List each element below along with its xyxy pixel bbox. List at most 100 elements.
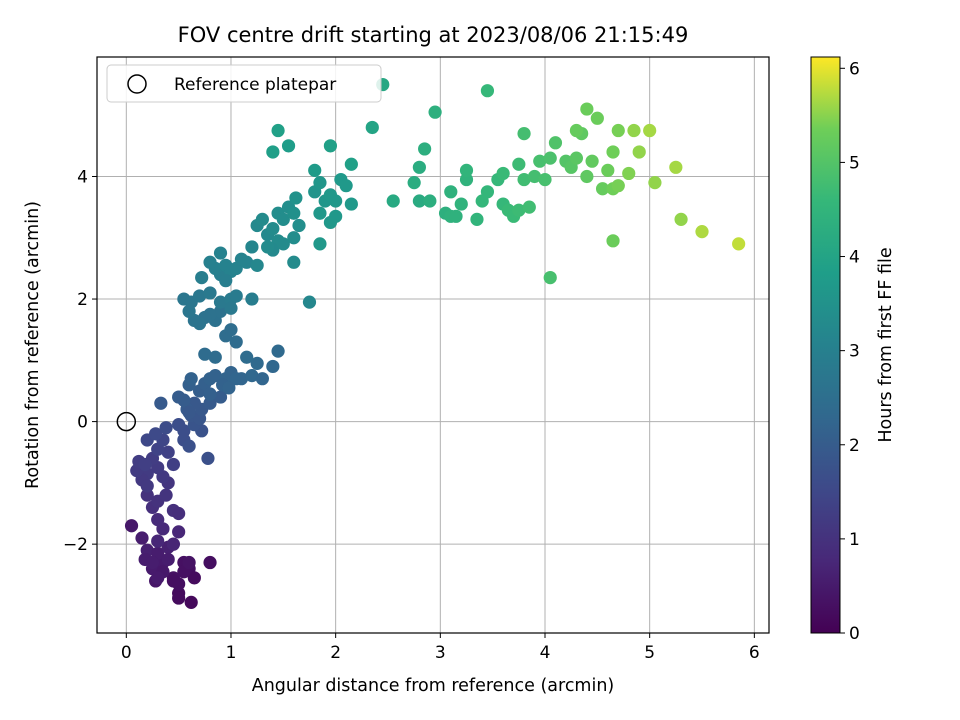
data-point (166, 537, 181, 551)
legend-box (106, 64, 382, 103)
data-point (135, 531, 149, 545)
data-point (543, 270, 557, 285)
y-tick-label: −2 (63, 535, 88, 555)
data-point (412, 194, 426, 208)
data-point (203, 286, 217, 300)
colorbar-tick-label: 6 (849, 59, 860, 79)
data-point (172, 591, 186, 605)
data-point (533, 154, 547, 168)
data-point (627, 123, 641, 138)
data-point (595, 182, 610, 196)
data-point (287, 231, 301, 245)
data-point (276, 237, 290, 251)
data-point (590, 111, 604, 125)
data-point (344, 197, 358, 211)
data-point (271, 344, 285, 358)
data-point (512, 157, 526, 171)
data-point (213, 304, 228, 318)
data-point (261, 240, 275, 254)
data-point (182, 405, 196, 420)
data-point (198, 347, 212, 361)
data-point (151, 513, 165, 527)
data-point (695, 225, 709, 239)
data-point (732, 237, 746, 251)
data-point (201, 451, 215, 465)
colorbar-label: Hours from first FF file (876, 247, 896, 442)
data-point (496, 166, 510, 181)
data-point (184, 372, 198, 386)
colorbar-tick-label: 1 (849, 530, 860, 550)
data-point (548, 136, 563, 150)
colorbar-tick-label: 3 (849, 342, 860, 362)
data-point (208, 369, 222, 383)
data-point (203, 255, 217, 269)
data-point (569, 151, 584, 165)
plot-frame (96, 56, 770, 634)
data-point (517, 126, 531, 141)
data-point (219, 274, 233, 288)
data-point (187, 571, 201, 585)
y-tick-label: 2 (77, 290, 88, 310)
data-point (240, 255, 254, 269)
data-point (522, 200, 536, 214)
data-point (292, 218, 306, 233)
data-point (192, 289, 207, 303)
data-point (407, 176, 421, 190)
data-point (140, 488, 154, 502)
data-point (611, 179, 625, 193)
data-point (245, 292, 259, 306)
colorbar-tick-label: 5 (849, 153, 860, 173)
data-point (543, 151, 557, 165)
x-tick-label: 0 (121, 643, 132, 663)
data-point (344, 157, 358, 171)
data-point (606, 145, 620, 159)
data-point (287, 255, 301, 269)
x-axis-ticks: 0 1 2 3 4 5 6 (121, 633, 760, 663)
data-point (648, 176, 662, 190)
data-point (674, 212, 688, 226)
y-tick-label: 0 (77, 413, 88, 433)
data-point (302, 295, 317, 309)
x-tick-label: 2 (330, 643, 341, 663)
data-point (229, 335, 243, 349)
data-point (213, 295, 228, 309)
data-point (159, 421, 173, 435)
data-point (203, 555, 217, 570)
colorbar-gradient (810, 56, 841, 634)
data-point (622, 166, 636, 181)
data-point (151, 571, 165, 585)
x-tick-label: 6 (749, 643, 760, 663)
data-point (538, 172, 552, 187)
data-point (166, 574, 181, 588)
data-point (172, 506, 186, 521)
data-point (313, 206, 327, 220)
data-point (308, 163, 322, 177)
data-point (245, 369, 259, 383)
data-point (459, 172, 474, 187)
data-point (669, 160, 683, 174)
data-point (213, 390, 228, 404)
data-point (585, 154, 599, 168)
data-point (177, 424, 191, 438)
y-axis-label: Rotation from reference (arcmin) (23, 201, 43, 489)
data-point (418, 142, 432, 156)
data-point (606, 234, 620, 248)
data-point (172, 525, 186, 539)
data-point (271, 123, 285, 138)
data-point (161, 445, 175, 459)
data-point (480, 84, 495, 98)
x-tick-label: 1 (226, 643, 237, 663)
data-point (423, 194, 437, 208)
data-point (569, 123, 584, 138)
x-tick-label: 4 (540, 643, 551, 663)
data-point (412, 160, 426, 174)
data-point (266, 145, 280, 159)
data-point (329, 194, 343, 208)
data-point (580, 169, 594, 184)
data-point (313, 237, 327, 251)
data-point (245, 240, 259, 254)
data-point (182, 555, 196, 570)
data-point (224, 323, 238, 337)
x-tick-label: 5 (644, 643, 655, 663)
y-axis-ticks: −2 0 2 4 (63, 167, 97, 555)
